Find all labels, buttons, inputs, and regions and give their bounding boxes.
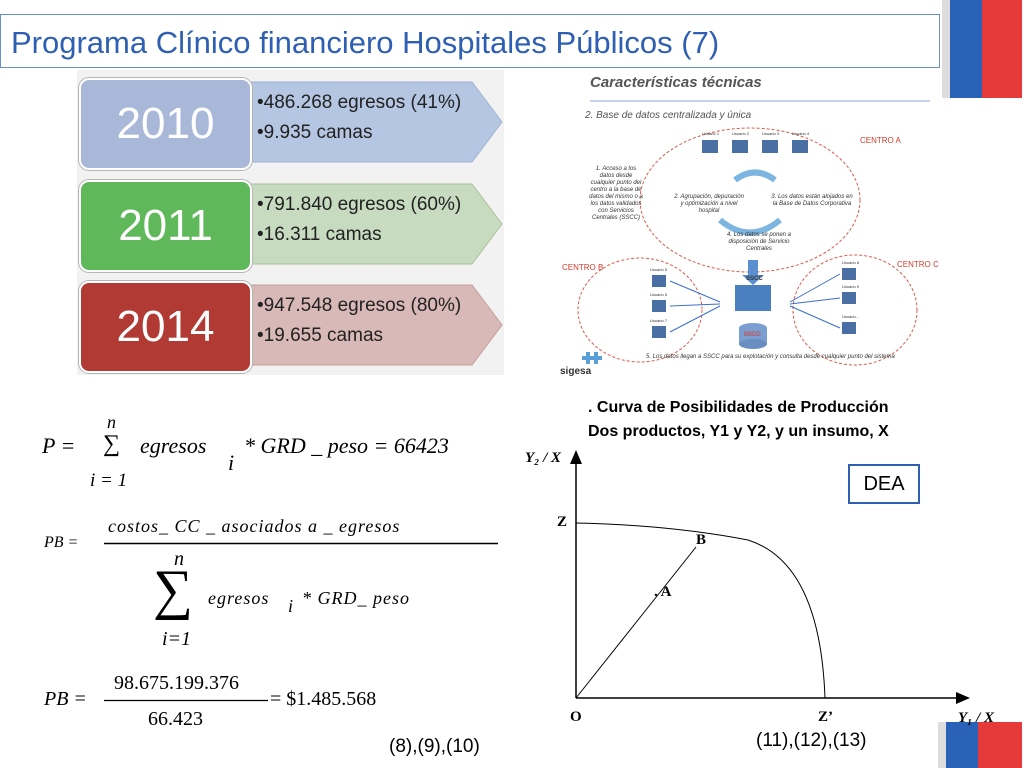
sscc-label: SSCC — [746, 276, 763, 282]
ppf-y-label: Y₂ / X — [525, 450, 562, 466]
tech-subtitle: 2. Base de datos centralizada y única — [585, 110, 752, 121]
bullets-2014: 947.548 egresos (80%) 19.655 camas — [257, 291, 462, 351]
tech-network — [577, 127, 918, 366]
formula-pb-value-result: = $1.485.568 — [270, 688, 377, 710]
refs-right: (11),(12),(13) — [756, 730, 867, 751]
dea-box: DEA — [848, 464, 920, 504]
tech-diagram: Características técnicas 2. Base de dato… — [560, 70, 940, 380]
user-label-b-2: Usuario 6 — [650, 292, 668, 297]
ppf-a-label: . A — [654, 584, 672, 600]
ppf-title-line-2: Dos productos, Y1 y Y2, y un insumo, X — [588, 423, 889, 440]
ppf-origin: O — [570, 709, 582, 725]
ppf-title-line-1: . Curva de Posibilidades de Producción — [588, 399, 889, 416]
formula-pb-value-left: PB = — [44, 688, 87, 710]
formula-p-rest: * GRD _ peso = 66423 — [244, 433, 449, 458]
bullets-2010: 486.268 egresos (41%) 9.935 camas — [257, 88, 462, 148]
title-box: Programa Clínico financiero Hospitales P… — [0, 14, 940, 68]
bullet-egresos-2011: 791.840 egresos (60%) — [257, 190, 462, 220]
bottom-decoration — [938, 722, 1022, 768]
user-label-a-4: Usuario 4 — [792, 131, 810, 136]
note-5: 5. Los datos llegan a SSCC para su explo… — [646, 354, 895, 360]
bullet-camas-2014: 19.655 camas — [257, 321, 461, 351]
formula-pb-den-rest: * GRD_ peso — [302, 588, 410, 608]
formula-pb-i1: i=1 — [162, 628, 192, 650]
user-label-c-3: Usuario... — [842, 314, 860, 319]
formula-pb-fraction-line — [104, 542, 498, 545]
formula-p-egresos: egresos — [140, 433, 207, 458]
slide-title: Programa Clínico financiero Hospitales P… — [11, 25, 720, 60]
tech-title: Características técnicas — [590, 74, 762, 91]
bullets-2011: 791.840 egresos (60%) 16.311 camas — [257, 190, 462, 250]
year-box-2010: 2010 — [79, 78, 252, 170]
formula-pb-value-num: 98.675.199.376 — [114, 672, 239, 694]
user-label-b-1: Usuario 5 — [650, 267, 668, 272]
ppf-z-label: Z — [557, 514, 567, 530]
user-label-a-2: Usuario 2 — [732, 131, 750, 136]
formula-pb-numerator: costos_ CC _ asociados a _ egresos — [108, 516, 401, 536]
formula-pb-value-den: 66.423 — [148, 708, 203, 730]
user-label-a-3: Usuario 3 — [762, 131, 780, 136]
ppf-b-label: B — [696, 532, 706, 548]
bullet-camas-2010: 9.935 camas — [257, 118, 461, 148]
formula-pb-den: egresos — [208, 588, 270, 608]
formula-p-left: P = — [42, 433, 76, 458]
bbdd-label: BBDD — [744, 332, 761, 338]
bullet-egresos-2014: 947.548 egresos (80%) — [257, 291, 462, 321]
corner-decoration — [942, 0, 1022, 98]
note-1: 1. Acceso a los datos desde cualquier pu… — [589, 166, 643, 221]
ppf-zprime-label: Z’ — [818, 709, 833, 725]
formula-p-i: i — [228, 450, 235, 475]
ppf-frontier — [575, 522, 826, 699]
ppf-chart: Y₂ / X Y₁ / X O Z Z’ . A B — [525, 450, 995, 726]
year-box-2014: 2014 — [79, 281, 252, 373]
formula-p-n: n — [107, 412, 116, 432]
formula-pb-value-line — [104, 699, 268, 702]
refs-left: (8),(9),(10) — [389, 736, 480, 757]
formula-pb-den-i: i — [288, 596, 294, 616]
user-label-c-1: Usuario 8 — [842, 260, 860, 265]
centro-c-label: CENTRO C — [897, 260, 939, 269]
sigesa-logo: sigesa — [560, 366, 592, 377]
ppf-title: . Curva de Posibilidades de Producción D… — [588, 396, 889, 444]
ppf-ray — [575, 546, 697, 699]
ppf-x-arrow — [956, 692, 970, 704]
user-label-b-3: Usuario 7 — [650, 318, 668, 323]
years-panel: 2010 486.268 egresos (41%) 9.935 camas 2… — [77, 70, 504, 375]
tech-title-rule — [590, 100, 930, 102]
note-3: 3. Los datos están alojados en la Base d… — [771, 194, 853, 207]
formula-p-i1: i = 1 — [90, 470, 128, 491]
note-4: 4. Los datos se ponen a disposición de S… — [726, 232, 792, 252]
formula-pb-n: n — [174, 548, 184, 570]
note-2: 2. Agrupación, depuración y optimización… — [674, 194, 744, 214]
bullet-egresos-2010: 486.268 egresos (41%) — [257, 88, 462, 118]
ppf-x-label: Y₁ / X — [958, 710, 995, 726]
ppf-y-arrow — [570, 450, 582, 464]
year-box-2011: 2011 — [79, 180, 252, 272]
centro-b-label: CENTRO B — [562, 263, 604, 272]
formula-p-sum: ∑ — [103, 431, 121, 457]
user-label-c-2: Usuario 9 — [842, 284, 860, 289]
centro-a-label: CENTRO A — [860, 136, 901, 145]
formula-pb-left: PB = — [44, 534, 79, 551]
formula-pb-sum: ∑ — [153, 559, 193, 621]
user-label-a-1: Usuario 1 — [702, 131, 720, 136]
bullet-camas-2011: 16.311 camas — [257, 220, 461, 250]
